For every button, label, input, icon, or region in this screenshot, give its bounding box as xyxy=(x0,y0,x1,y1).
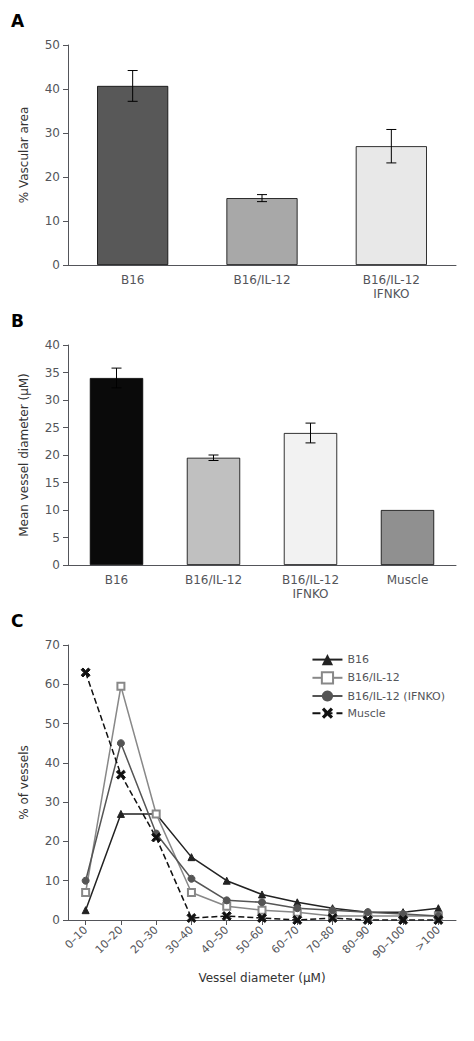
svg-text:40: 40 xyxy=(45,82,60,96)
svg-text:60–70: 60–70 xyxy=(269,923,302,956)
svg-text:A: A xyxy=(11,11,25,31)
svg-text:Muscle: Muscle xyxy=(347,707,385,720)
svg-text:25: 25 xyxy=(45,421,60,435)
svg-text:15: 15 xyxy=(45,476,60,490)
svg-text:B16/IL-12 (IFNKO): B16/IL-12 (IFNKO) xyxy=(347,690,445,703)
svg-text:40–50: 40–50 xyxy=(198,923,231,956)
svg-text:% of vessels: % of vessels xyxy=(17,745,31,820)
svg-text:Muscle: Muscle xyxy=(387,573,429,587)
svg-text:50: 50 xyxy=(45,38,60,52)
svg-text:B16: B16 xyxy=(121,273,145,287)
svg-text:70–80: 70–80 xyxy=(304,923,337,956)
svg-text:0–10: 0–10 xyxy=(62,923,90,951)
svg-text:IFNKO: IFNKO xyxy=(373,287,409,301)
svg-text:5: 5 xyxy=(52,531,60,545)
svg-text:0: 0 xyxy=(52,258,60,272)
svg-text:20: 20 xyxy=(45,448,60,462)
svg-text:80–90: 80–90 xyxy=(340,923,373,956)
svg-text:60: 60 xyxy=(45,677,60,691)
svg-text:Mean vessel diameter (μM): Mean vessel diameter (μM) xyxy=(17,373,31,537)
svg-text:30: 30 xyxy=(45,393,60,407)
svg-text:40: 40 xyxy=(45,756,60,770)
svg-text:0: 0 xyxy=(52,558,60,572)
svg-text:C: C xyxy=(11,611,23,631)
svg-text:90–100: 90–100 xyxy=(370,923,408,961)
svg-text:10–20: 10–20 xyxy=(93,923,126,956)
svg-text:10: 10 xyxy=(45,874,60,888)
svg-text:10: 10 xyxy=(45,503,60,517)
svg-text:40: 40 xyxy=(45,338,60,352)
svg-text:B16/IL-12: B16/IL-12 xyxy=(282,573,339,587)
svg-text:Vessel diameter (μM): Vessel diameter (μM) xyxy=(198,971,325,985)
svg-text:B16/IL-12: B16/IL-12 xyxy=(233,273,290,287)
svg-text:% Vascular area: % Vascular area xyxy=(17,107,31,204)
svg-text:B16/IL-12: B16/IL-12 xyxy=(363,273,420,287)
svg-text:50–60: 50–60 xyxy=(234,923,267,956)
svg-text:20–30: 20–30 xyxy=(128,923,161,956)
svg-text:35: 35 xyxy=(45,366,60,380)
svg-text:B: B xyxy=(11,311,24,331)
svg-text:B16/IL-12: B16/IL-12 xyxy=(185,573,242,587)
svg-text:30: 30 xyxy=(45,795,60,809)
svg-text:IFNKO: IFNKO xyxy=(292,587,328,601)
svg-text:50: 50 xyxy=(45,717,60,731)
svg-text:B16/IL-12: B16/IL-12 xyxy=(347,671,399,684)
svg-text:20: 20 xyxy=(45,170,60,184)
svg-text:30–40: 30–40 xyxy=(163,923,196,956)
svg-text:>100: >100 xyxy=(412,923,443,954)
svg-text:10: 10 xyxy=(45,214,60,228)
svg-text:20: 20 xyxy=(45,834,60,848)
svg-text:B16: B16 xyxy=(105,573,129,587)
svg-text:B16: B16 xyxy=(347,653,369,666)
svg-text:30: 30 xyxy=(45,126,60,140)
svg-text:0: 0 xyxy=(52,913,60,927)
svg-text:70: 70 xyxy=(45,638,60,652)
